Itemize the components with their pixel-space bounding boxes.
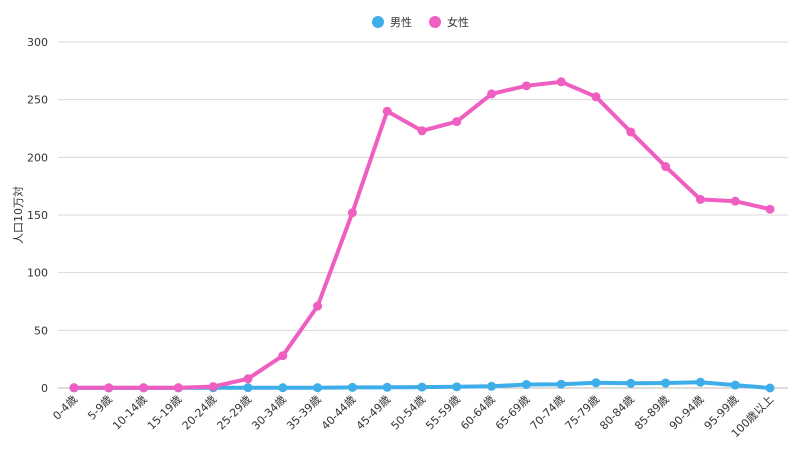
data-point[interactable]	[417, 126, 427, 136]
x-tick-label: 30-34歳	[249, 393, 289, 433]
x-tick-label: 70-74歳	[528, 393, 568, 433]
y-tick-label: 50	[34, 324, 48, 337]
x-axis-ticks: 0-4歳 5-9歳10-14歳15-19歳20-24歳25-29歳30-34歳35…	[50, 393, 776, 440]
legend-marker-female	[429, 16, 441, 28]
data-point[interactable]	[69, 383, 79, 393]
x-tick-label: 5-9歳	[85, 393, 115, 423]
data-point[interactable]	[452, 117, 462, 127]
data-point[interactable]	[626, 127, 636, 137]
x-tick-label: 55-59歳	[423, 393, 463, 433]
y-tick-label: 250	[27, 94, 48, 107]
data-point[interactable]	[626, 378, 636, 388]
data-point[interactable]	[382, 382, 392, 392]
data-point[interactable]	[417, 382, 427, 392]
x-tick-label: 75-79歳	[563, 393, 603, 433]
data-point[interactable]	[347, 208, 357, 218]
data-point[interactable]	[556, 77, 566, 87]
data-point[interactable]	[173, 383, 183, 393]
x-tick-label: 50-54歳	[389, 393, 429, 433]
legend-label-female: 女性	[447, 15, 469, 29]
data-point[interactable]	[139, 383, 149, 393]
x-tick-label: 65-69歳	[493, 393, 533, 433]
x-tick-label: 80-84歳	[597, 393, 637, 433]
data-point[interactable]	[487, 89, 497, 99]
x-tick-label: 85-89歳	[632, 393, 672, 433]
x-tick-label: 45-49歳	[354, 393, 394, 433]
x-tick-label: 0-4歳	[50, 393, 80, 423]
data-point[interactable]	[730, 196, 740, 206]
y-axis-ticks: 0 50 100 150 200 250 300	[27, 36, 48, 395]
x-tick-label: 15-19歳	[145, 393, 185, 433]
legend-marker-male	[372, 16, 384, 28]
data-point[interactable]	[278, 383, 288, 393]
x-tick-label: 35-39歳	[284, 393, 324, 433]
x-tick-label: 60-64歳	[458, 393, 498, 433]
x-tick-label: 90-94歳	[667, 393, 707, 433]
data-point[interactable]	[591, 378, 601, 388]
data-point[interactable]	[695, 377, 705, 387]
data-point[interactable]	[765, 204, 775, 214]
data-point[interactable]	[695, 194, 705, 204]
y-tick-label: 300	[27, 36, 48, 49]
data-point[interactable]	[591, 92, 601, 102]
data-point[interactable]	[556, 379, 566, 389]
data-point[interactable]	[382, 106, 392, 116]
data-point[interactable]	[487, 381, 497, 391]
y-axis-title: 人口10万対	[11, 186, 25, 244]
data-point[interactable]	[278, 351, 288, 361]
data-point[interactable]	[243, 374, 253, 384]
gridlines	[58, 41, 788, 389]
x-tick-label: 20-24歳	[180, 393, 220, 433]
data-point[interactable]	[243, 383, 253, 393]
series-lines	[69, 77, 775, 393]
data-point[interactable]	[313, 383, 323, 393]
data-point[interactable]	[661, 378, 671, 388]
data-point[interactable]	[208, 382, 218, 392]
data-point[interactable]	[521, 81, 531, 91]
x-tick-label: 10-14歳	[110, 393, 150, 433]
data-point[interactable]	[661, 162, 671, 172]
y-tick-label: 200	[27, 151, 48, 164]
chart-legend: 男性 女性	[372, 15, 469, 29]
y-tick-label: 0	[41, 382, 48, 395]
x-tick-label: 40-44歳	[319, 393, 359, 433]
data-point[interactable]	[104, 383, 114, 393]
data-point[interactable]	[521, 380, 531, 390]
data-point[interactable]	[765, 383, 775, 393]
y-tick-label: 150	[27, 209, 48, 222]
legend-label-male: 男性	[390, 15, 412, 29]
y-tick-label: 100	[27, 267, 48, 280]
data-point[interactable]	[313, 301, 323, 311]
series-1	[69, 77, 775, 393]
data-point[interactable]	[730, 380, 740, 390]
x-tick-label: 25-29歳	[215, 393, 255, 433]
data-point[interactable]	[452, 382, 462, 392]
data-point[interactable]	[347, 382, 357, 392]
